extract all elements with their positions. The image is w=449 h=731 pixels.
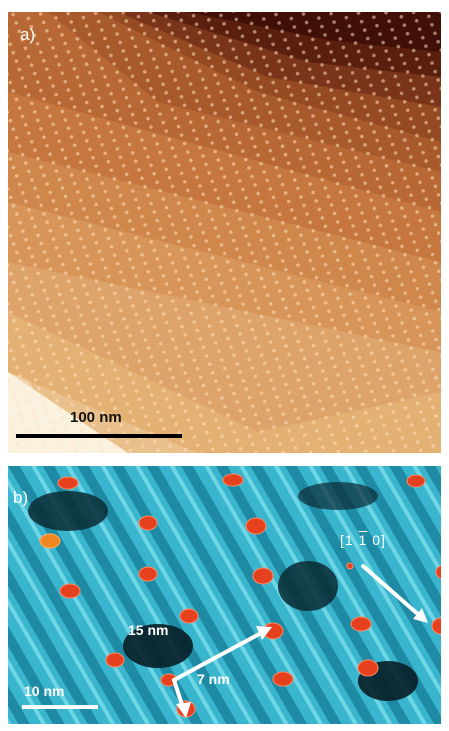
stm-image-a: a) 100 nm (8, 12, 441, 453)
distance-label-15nm: 15 nm (128, 622, 169, 638)
scale-bar-b-label: 10 nm (24, 683, 65, 699)
stepped-terraces-image (8, 12, 441, 453)
adatom-lattice-image (8, 466, 441, 724)
scale-bar-a (16, 434, 182, 438)
crystal-direction-label: [1 1 0] (340, 532, 386, 548)
panel-a-label: a) (20, 25, 36, 44)
scale-bar-b (22, 705, 98, 709)
panel-b-label: b) (13, 488, 29, 507)
distance-label-7nm: 7 nm (197, 671, 230, 687)
scale-bar-a-label: 100 nm (70, 409, 122, 426)
stm-image-b: b) 15 nm 7 nm [1 1 0] 10 nm (8, 466, 441, 724)
